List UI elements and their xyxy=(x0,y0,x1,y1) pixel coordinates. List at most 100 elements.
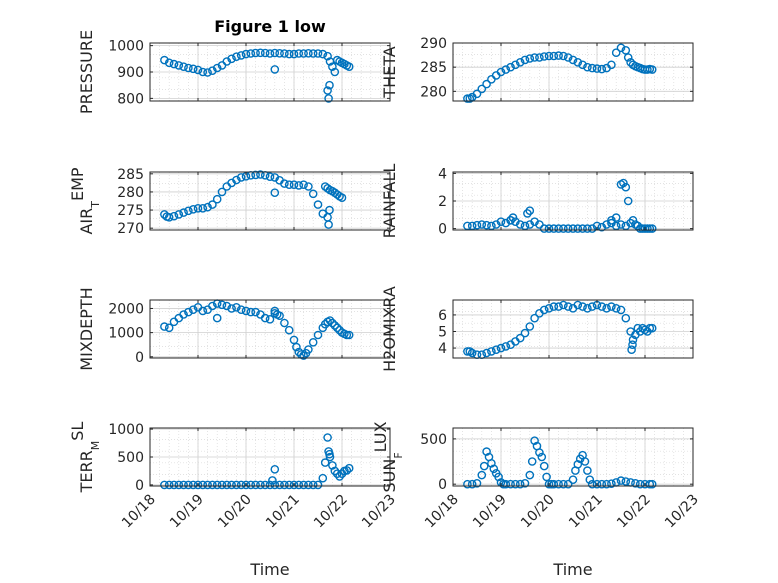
data-point xyxy=(628,340,637,350)
y-tick-label: 0 xyxy=(135,350,144,366)
data-point xyxy=(289,480,299,490)
data-point xyxy=(222,301,232,311)
data-point xyxy=(573,58,583,67)
x-tick-label: 10/19 xyxy=(470,492,510,532)
data-point xyxy=(284,325,294,335)
y-tick-label: 280 xyxy=(117,185,144,201)
y-tick-label: 500 xyxy=(420,432,447,448)
data-point xyxy=(628,335,638,345)
data-point xyxy=(179,480,188,490)
data-point xyxy=(611,303,621,313)
data-point xyxy=(520,221,530,231)
y-tick-label: 2000 xyxy=(108,301,144,317)
data-point xyxy=(559,479,568,489)
data-point xyxy=(325,205,334,215)
data-point xyxy=(323,433,332,442)
data-point xyxy=(222,57,232,66)
data-point xyxy=(227,480,236,490)
data-point xyxy=(578,60,587,70)
data-point xyxy=(602,479,611,489)
data-point xyxy=(179,310,188,319)
data-point xyxy=(313,200,323,209)
data-point xyxy=(198,480,208,490)
data-point xyxy=(549,479,559,489)
data-point xyxy=(184,206,193,216)
data-point xyxy=(299,49,308,58)
data-point xyxy=(489,464,499,474)
data-point xyxy=(467,479,477,489)
data-point xyxy=(501,479,511,489)
data-point xyxy=(549,302,559,311)
data-point xyxy=(616,220,626,229)
data-point xyxy=(482,79,491,89)
y-tick-label: 275 xyxy=(117,203,144,219)
data-point xyxy=(506,479,515,489)
data-point xyxy=(559,300,568,310)
data-point xyxy=(294,480,304,490)
y-tick-label: 1000 xyxy=(108,326,144,342)
data-point xyxy=(308,49,318,58)
data-point xyxy=(501,65,511,74)
data-point xyxy=(530,313,539,323)
data-point xyxy=(487,221,496,231)
y-tick-label: 2 xyxy=(438,194,447,210)
data-point xyxy=(563,53,573,62)
data-point xyxy=(496,343,506,353)
data-point xyxy=(494,472,503,482)
data-point xyxy=(184,307,193,317)
data-point xyxy=(251,170,260,180)
data-point xyxy=(647,479,657,489)
x-tick-label: 10/23 xyxy=(662,492,702,532)
data-point xyxy=(535,448,544,457)
y-tick-label: 4 xyxy=(438,341,447,357)
data-point xyxy=(535,53,544,62)
data-point xyxy=(496,217,506,226)
data-point xyxy=(337,193,347,202)
data-point xyxy=(251,48,260,58)
data-point xyxy=(308,189,318,199)
subplot-0: 800 900 1000 PRESSURE Figure 1 low xyxy=(77,17,391,114)
x-tick-label: 10/22 xyxy=(311,492,351,532)
data-point xyxy=(487,458,496,468)
data-point xyxy=(304,49,313,58)
data-point xyxy=(342,466,352,475)
data-point xyxy=(217,300,227,310)
data-point xyxy=(212,313,222,323)
subplot-2: 270 275 280 285 AIRTEMP xyxy=(68,167,391,237)
data-point xyxy=(520,328,530,338)
x-tick-label: 10/21 xyxy=(566,492,606,532)
data-point xyxy=(525,206,535,215)
y-axis-label: RAINFALL xyxy=(380,164,399,239)
data-point xyxy=(193,65,203,75)
data-point xyxy=(265,314,275,324)
data-point xyxy=(628,215,638,225)
subplot-4: 0 1000 2000 MIXDEPTH xyxy=(77,287,391,371)
data-point xyxy=(323,51,332,61)
data-point xyxy=(573,224,583,233)
data-point xyxy=(208,480,217,490)
data-point xyxy=(520,478,530,488)
data-point xyxy=(631,478,640,488)
data-point xyxy=(539,461,549,471)
data-point xyxy=(554,224,563,233)
data-point xyxy=(246,307,256,317)
data-point xyxy=(463,479,472,489)
data-point xyxy=(597,222,607,232)
data-point xyxy=(260,313,270,323)
data-point xyxy=(515,479,525,489)
data-point xyxy=(539,224,549,233)
data-point xyxy=(482,348,491,358)
data-point xyxy=(227,54,236,64)
data-point xyxy=(515,58,525,67)
data-point xyxy=(184,63,193,73)
data-point xyxy=(325,316,335,325)
data-point xyxy=(539,305,549,315)
data-point xyxy=(647,323,657,333)
data-point xyxy=(472,220,482,230)
y-tick-label: 1000 xyxy=(108,422,144,438)
data-point xyxy=(280,49,289,58)
data-point xyxy=(537,452,547,462)
data-point xyxy=(467,221,477,231)
x-axis-label: Time xyxy=(552,560,592,579)
